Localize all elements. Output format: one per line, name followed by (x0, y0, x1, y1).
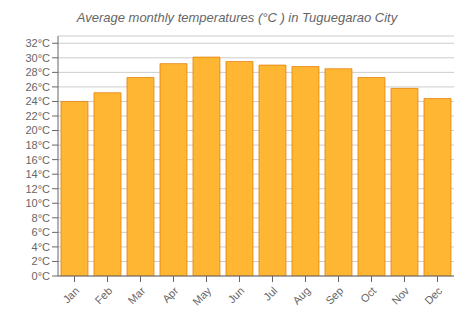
svg-text:16°C: 16°C (25, 154, 50, 166)
svg-text:20°C: 20°C (25, 124, 50, 136)
svg-text:26°C: 26°C (25, 81, 50, 93)
svg-text:6°C: 6°C (32, 226, 51, 238)
svg-text:14°C: 14°C (25, 168, 50, 180)
svg-text:Dec: Dec (422, 284, 445, 307)
svg-text:May: May (190, 284, 214, 308)
svg-text:Feb: Feb (93, 284, 115, 306)
html-text:Average monthly temperatures (: Average monthly temperatures (°C ) in Tu… (76, 10, 398, 25)
svg-text:Apr: Apr (160, 284, 181, 305)
svg-text:Sep: Sep (323, 284, 345, 306)
svg-text:32°C: 32°C (25, 37, 50, 49)
svg-text:0°C: 0°C (32, 270, 51, 282)
svg-text:Oct: Oct (358, 284, 379, 305)
svg-text:8°C: 8°C (32, 212, 51, 224)
svg-text:4°C: 4°C (32, 241, 51, 253)
svg-text:12°C: 12°C (25, 183, 50, 195)
svg-text:Jun: Jun (225, 284, 246, 305)
svg-text:10°C: 10°C (25, 197, 50, 209)
svg-text:Aug: Aug (290, 284, 312, 306)
svg-text:28°C: 28°C (25, 66, 50, 78)
svg-text:Jan: Jan (60, 284, 81, 305)
svg-text:22°C: 22°C (25, 110, 50, 122)
svg-text:24°C: 24°C (25, 95, 50, 107)
svg-text:Nov: Nov (389, 284, 412, 307)
svg-text:Mar: Mar (126, 284, 148, 306)
svg-text:Jul: Jul (261, 284, 279, 302)
svg-text:30°C: 30°C (25, 52, 50, 64)
svg-text:18°C: 18°C (25, 139, 50, 151)
svg-text:2°C: 2°C (32, 255, 51, 267)
